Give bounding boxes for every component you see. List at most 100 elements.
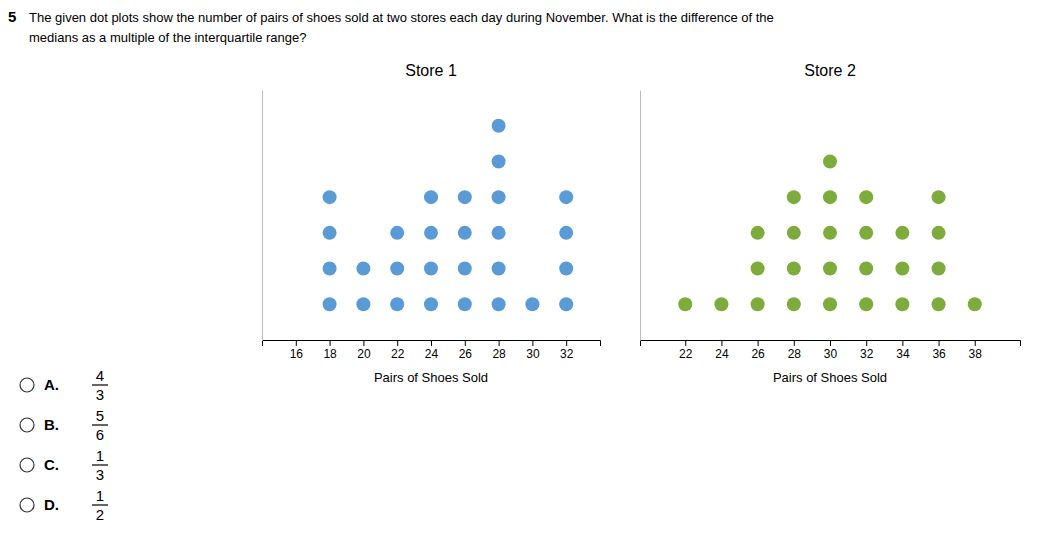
dot [895, 226, 909, 240]
tick-label: 24 [715, 347, 729, 361]
answer-choice[interactable]: A.43 [20, 367, 108, 403]
tick: 24 [425, 340, 439, 361]
dot [932, 262, 946, 276]
tick: 28 [788, 340, 802, 361]
tick-label: 16 [290, 347, 304, 361]
dot [492, 297, 506, 311]
axis-title: Pairs of Shoes Sold [773, 370, 887, 385]
tick-mark [296, 340, 297, 346]
tick-label: 22 [679, 347, 693, 361]
answer-choices: A.43 B. 5 6 C. 1 3 D.12 [20, 367, 108, 523]
dot [559, 262, 573, 276]
dot [492, 154, 506, 168]
tick-label: 38 [969, 347, 983, 361]
dot [356, 262, 370, 276]
tick-mark [330, 340, 331, 346]
dot [823, 154, 837, 168]
tick-mark [794, 340, 795, 346]
x-axis: 161820222426283032 [263, 340, 601, 361]
choice-numerator: 5 [96, 407, 104, 424]
choice-denominator: 2 [96, 506, 104, 523]
tick-mark [685, 340, 686, 346]
tick: 32 [860, 340, 874, 361]
tick-label: 32 [560, 347, 574, 361]
axis-line [641, 341, 1021, 347]
tick: 24 [715, 340, 729, 361]
question: 5 The given dot plots show the number of … [8, 8, 774, 45]
tick-mark [363, 340, 364, 346]
tick-mark [566, 340, 567, 346]
choice-radio[interactable] [20, 378, 34, 392]
tick-label: 30 [824, 347, 838, 361]
tick-mark [758, 340, 759, 346]
axis-line [640, 91, 641, 341]
choice-numerator: 1 [96, 447, 104, 464]
chart-title: Store 2 [804, 62, 856, 79]
tick-label: 26 [459, 347, 473, 361]
dot [458, 190, 472, 204]
choice-denominator: 6 [96, 426, 104, 443]
choice-denominator: 3 [96, 386, 104, 403]
tick: 36 [932, 340, 946, 361]
tick-label: 18 [323, 347, 337, 361]
question-number: 5 [8, 8, 16, 25]
tick-mark [532, 340, 533, 346]
dot [559, 190, 573, 204]
answer-choice[interactable]: C.13 [20, 447, 108, 483]
dot [323, 297, 337, 311]
tick-label: 28 [492, 347, 506, 361]
tick-label: 22 [391, 347, 405, 361]
choice-numerator: 4 [96, 367, 104, 384]
tick-mark [975, 340, 976, 346]
dot [559, 226, 573, 240]
choice-radio[interactable] [20, 418, 34, 432]
tick: 22 [679, 340, 693, 361]
dot [458, 297, 472, 311]
tick-mark [939, 340, 940, 346]
choice-letter: D. [44, 496, 59, 513]
dot [787, 226, 801, 240]
dots [323, 119, 574, 312]
y-axis [640, 91, 641, 341]
tick: 26 [459, 340, 473, 361]
tick-label: 30 [526, 347, 540, 361]
answer-choice[interactable]: B. 5 6 [20, 407, 108, 443]
dot [751, 297, 765, 311]
dot [714, 297, 728, 311]
dot [859, 262, 873, 276]
question-text: The given dot plots show the number of p… [29, 10, 774, 25]
tick-mark [721, 340, 722, 346]
choice-radio[interactable] [20, 458, 34, 472]
choice-letter: B. [44, 416, 59, 433]
tick-label: 32 [860, 347, 874, 361]
tick: 34 [896, 340, 910, 361]
tick-mark [431, 340, 432, 346]
chart-title: Store 1 [405, 62, 457, 79]
choice-letter: C. [44, 456, 59, 473]
dot [968, 297, 982, 311]
tick-mark [866, 340, 867, 346]
tick-label: 28 [788, 347, 802, 361]
tick-label: 36 [932, 347, 946, 361]
dot [492, 119, 506, 133]
dot [932, 190, 946, 204]
dot [859, 297, 873, 311]
dot [424, 297, 438, 311]
y-axis [262, 91, 263, 341]
dot [323, 190, 337, 204]
figure: 5 The given dot plots show the number of … [0, 0, 1043, 539]
axis-line [262, 91, 263, 341]
dot [859, 190, 873, 204]
choice-radio[interactable] [20, 498, 34, 512]
tick: 16 [290, 340, 304, 361]
dot [823, 297, 837, 311]
answer-choice[interactable]: D.12 [20, 487, 108, 523]
tick-label: 34 [896, 347, 910, 361]
dot [859, 226, 873, 240]
tick: 22 [391, 340, 405, 361]
dot [932, 297, 946, 311]
question-text: medians as a multiple of the interquarti… [29, 30, 307, 45]
dot [895, 262, 909, 276]
dot [323, 226, 337, 240]
dot [751, 226, 765, 240]
